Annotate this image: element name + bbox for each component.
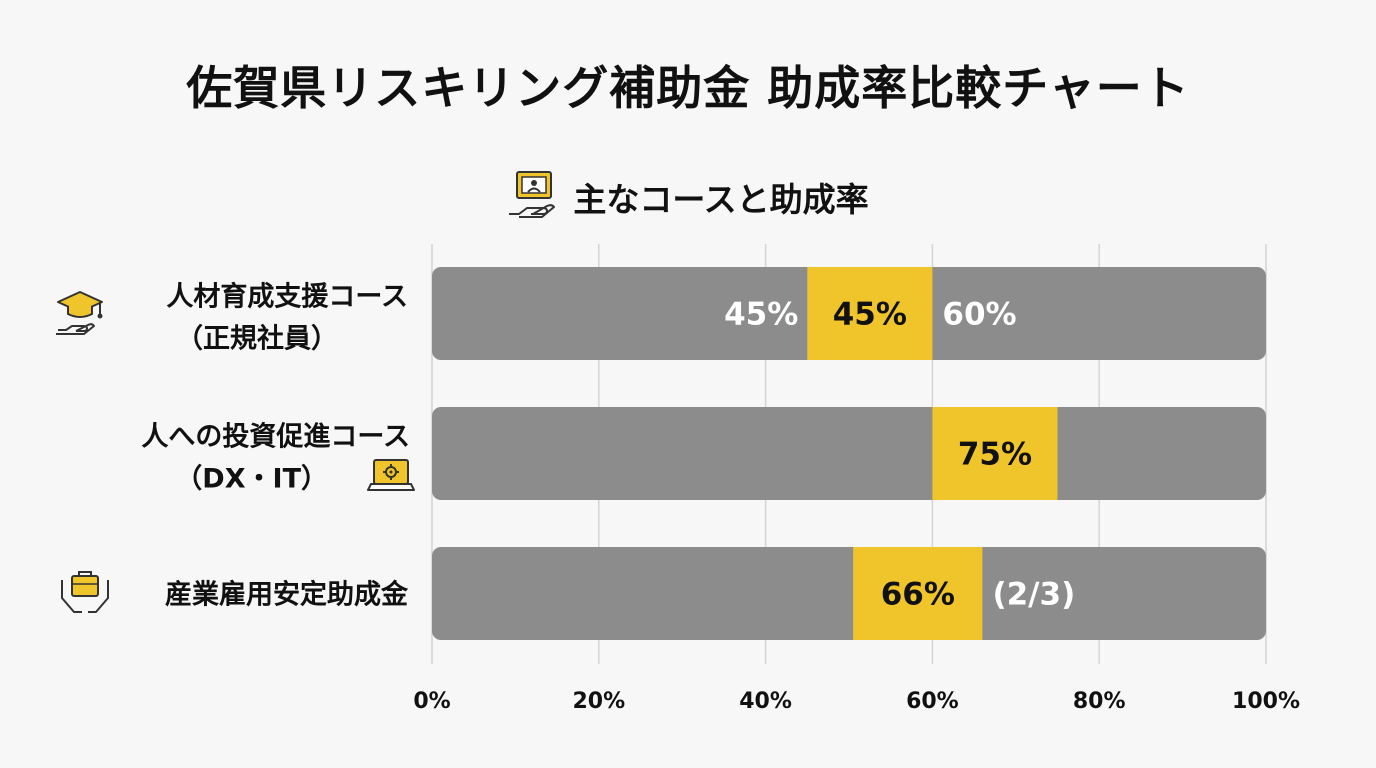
data-label: 45% <box>724 297 798 333</box>
category-label: 人材育成支援コース <box>166 281 408 313</box>
data-label: 60% <box>942 297 1016 333</box>
data-label: (2/3) <box>992 577 1075 613</box>
data-label: 75% <box>958 437 1032 473</box>
bar-track <box>432 547 1266 640</box>
x-tick-label: 80% <box>1073 689 1126 714</box>
bar-track <box>432 407 1266 500</box>
laptop-gear-icon <box>367 459 415 491</box>
briefcase-hands-icon <box>61 571 109 613</box>
x-tick-label: 40% <box>739 689 792 714</box>
chart-subtitle: 主なコースと助成率 <box>573 180 869 219</box>
x-tick-label: 60% <box>906 689 959 714</box>
chart-title: 佐賀県リスキリング補助金 助成率比較チャート <box>186 61 1190 115</box>
category-label: （DX・IT） <box>175 464 328 495</box>
bar-highlight <box>853 547 983 640</box>
x-tick-label: 20% <box>572 689 625 714</box>
x-tick-label: 100% <box>1232 689 1300 714</box>
bar-highlight <box>807 267 933 360</box>
category-label: 産業雇用安定助成金 <box>165 579 409 611</box>
data-label: 66% <box>881 577 955 613</box>
bar-highlight <box>932 407 1058 500</box>
bars: 45% 45% 60% 75% 66% (2/3) <box>432 267 1266 640</box>
x-axis-ticks: 0% 20% 40% 60% 80% 100% <box>413 689 1300 714</box>
data-label: 45% <box>833 297 907 333</box>
category-labels: 人材育成支援コース （正規社員） 人への投資促進コース （DX・IT） 産業雇用安定助成… <box>141 281 410 611</box>
category-label: 人への投資促進コース <box>141 422 410 453</box>
subtitle-row: 主なコースと助成率 <box>0 170 1376 224</box>
presentation-hand-icon <box>507 170 559 224</box>
row-icons <box>56 291 415 613</box>
x-tick-label: 0% <box>413 689 450 714</box>
category-label: （正規社員） <box>176 323 338 355</box>
graduation-cap-hand-icon <box>56 291 103 335</box>
